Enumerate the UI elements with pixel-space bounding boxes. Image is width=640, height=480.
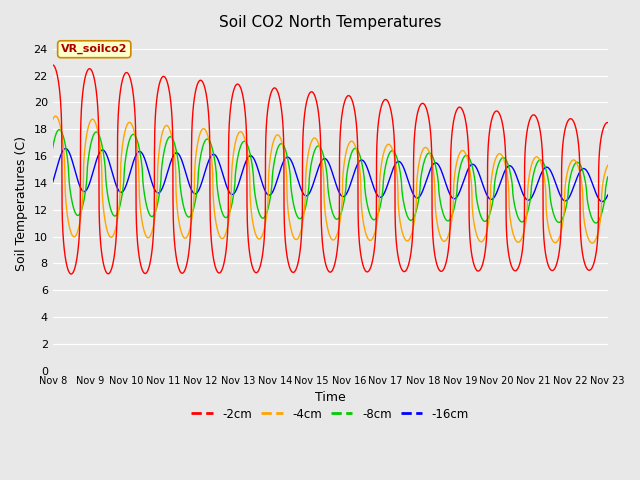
Title: Soil CO2 North Temperatures: Soil CO2 North Temperatures [219, 15, 442, 30]
-16cm [394, 158, 402, 164]
-16cm [604, 192, 611, 198]
-16cm [204, 160, 212, 166]
-8cm [551, 216, 559, 221]
-2cm [604, 120, 611, 125]
-2cm [168, 110, 175, 116]
Legend: -2cm, -4cm, -8cm, -16cm: -2cm, -4cm, -8cm, -16cm [187, 403, 474, 425]
-4cm [394, 199, 402, 205]
-4cm [49, 117, 56, 122]
-8cm [168, 134, 175, 140]
Y-axis label: Soil Temperatures (C): Soil Temperatures (C) [15, 135, 28, 271]
-2cm [604, 120, 612, 125]
-16cm [49, 179, 56, 185]
-4cm [204, 133, 212, 139]
-8cm [56, 127, 63, 132]
-8cm [592, 220, 600, 226]
-4cm [52, 113, 60, 119]
-2cm [394, 254, 402, 260]
-4cm [588, 240, 596, 246]
-2cm [385, 99, 392, 105]
-4cm [604, 163, 612, 168]
Line: -8cm: -8cm [52, 130, 608, 223]
-16cm [385, 180, 392, 185]
-2cm [67, 271, 75, 277]
-2cm [204, 103, 212, 108]
-16cm [604, 192, 612, 198]
-8cm [604, 174, 612, 180]
-2cm [551, 265, 559, 271]
-8cm [49, 145, 56, 151]
Line: -4cm: -4cm [52, 116, 608, 243]
-4cm [551, 240, 559, 246]
-16cm [168, 156, 175, 162]
X-axis label: Time: Time [315, 391, 346, 404]
-4cm [385, 142, 392, 147]
-2cm [49, 62, 56, 68]
-8cm [394, 159, 402, 165]
-8cm [204, 136, 212, 142]
-8cm [604, 175, 611, 180]
-4cm [604, 163, 611, 168]
Text: VR_soilco2: VR_soilco2 [61, 44, 127, 54]
-16cm [62, 145, 70, 151]
-4cm [168, 134, 175, 140]
-8cm [385, 153, 392, 158]
-16cm [551, 179, 559, 185]
Line: -16cm: -16cm [52, 148, 608, 202]
-16cm [598, 199, 606, 204]
Line: -2cm: -2cm [52, 65, 608, 274]
